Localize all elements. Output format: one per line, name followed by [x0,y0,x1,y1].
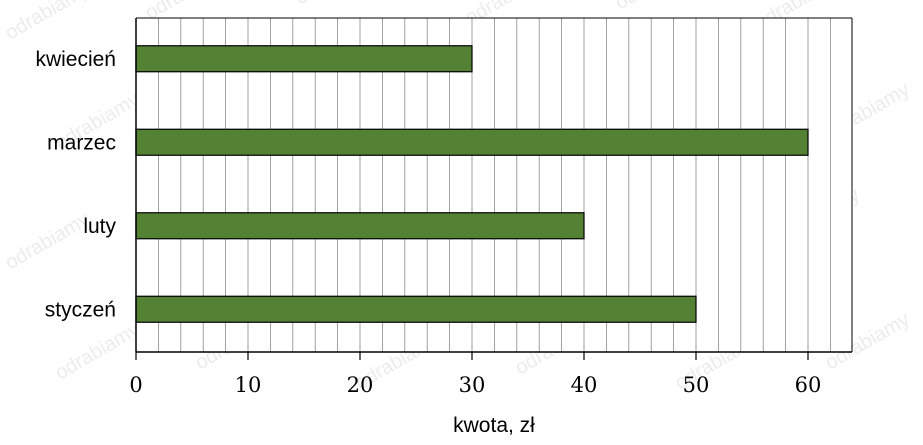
bars [135,45,809,323]
watermark-text: odrabiamy [2,0,94,44]
x-tick-label: 20 [347,373,374,397]
category-label: luty [83,215,116,238]
category-labels: kwiecień marzec luty styczeń [35,48,116,322]
x-axis-title: kwota, zł [453,414,535,437]
x-tick-label: 40 [571,373,598,397]
bar [135,295,697,323]
x-tick-label: 10 [235,373,262,397]
watermark-text: odrabiamy [292,0,384,9]
bar [135,212,585,240]
x-tick-label: 0 [129,373,142,397]
bar [135,128,809,156]
category-label: styczeń [45,298,116,321]
x-tick-label: 30 [459,373,486,397]
category-label: marzec [47,131,116,154]
x-tick-label: 60 [795,373,822,397]
category-label: kwiecień [35,48,116,71]
x-tick-label: 50 [683,373,710,397]
bar [135,45,473,73]
watermark-text: odrabiamy [612,0,704,14]
x-ticks: 0 10 20 30 40 50 60 [129,352,821,397]
watermark-text: odrabiamy [2,209,94,275]
